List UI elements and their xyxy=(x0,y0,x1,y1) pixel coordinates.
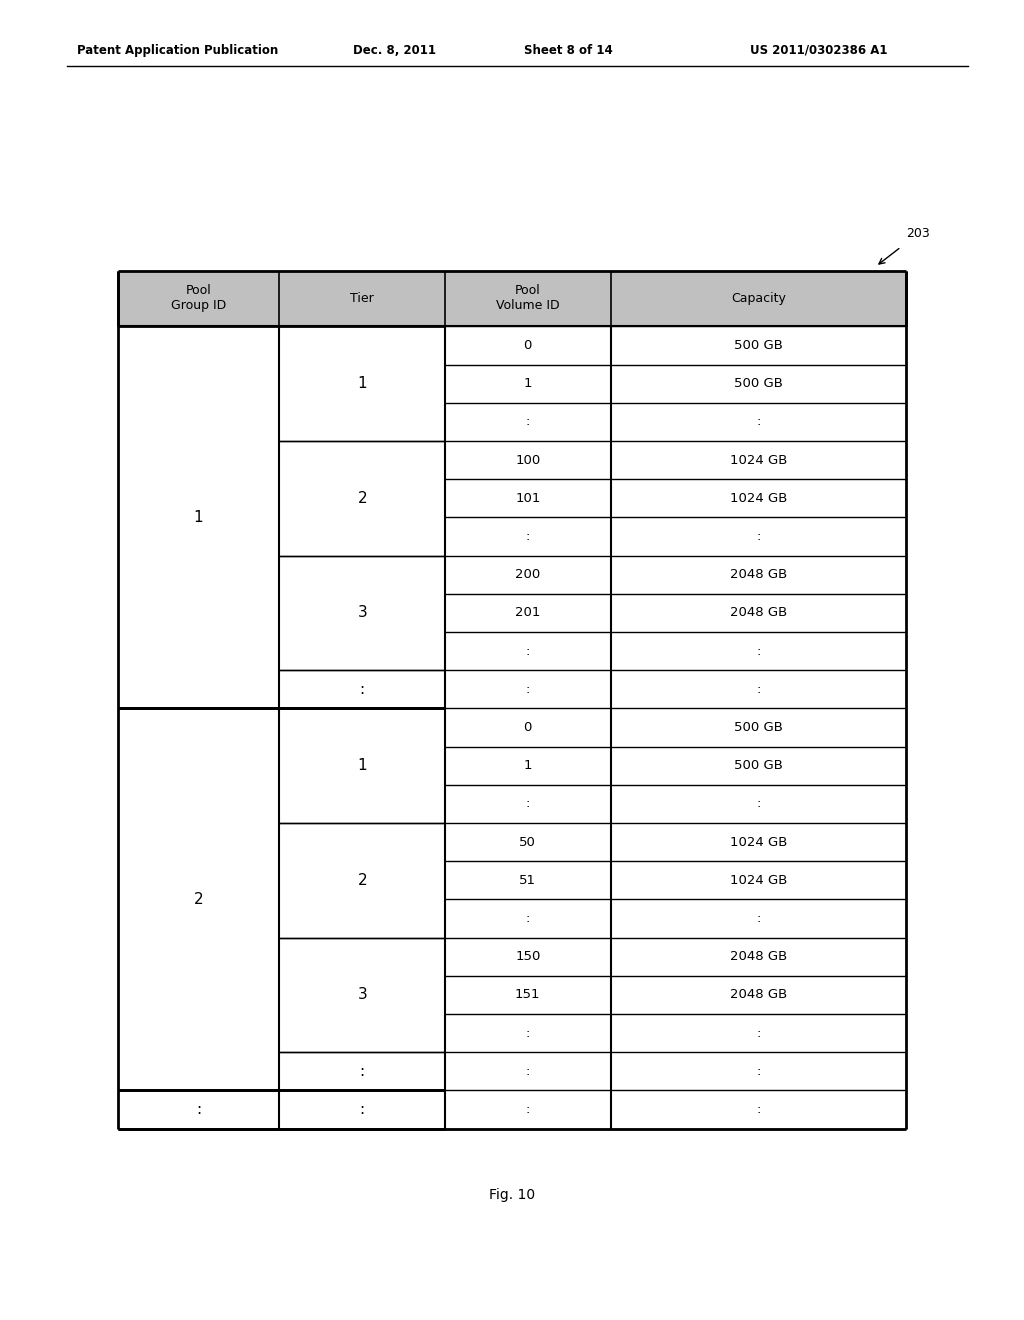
Text: :: : xyxy=(756,1027,761,1040)
Text: :: : xyxy=(756,912,761,925)
Text: 201: 201 xyxy=(515,606,541,619)
Text: 2: 2 xyxy=(357,491,367,506)
Text: 203: 203 xyxy=(906,227,930,240)
Text: 1: 1 xyxy=(357,376,367,391)
Text: :: : xyxy=(359,1102,365,1117)
Text: 50: 50 xyxy=(519,836,537,849)
Text: :: : xyxy=(525,529,530,543)
Text: :: : xyxy=(756,416,761,429)
Text: 2: 2 xyxy=(357,873,367,888)
Text: Tier: Tier xyxy=(350,292,374,305)
Text: :: : xyxy=(756,1065,761,1078)
Text: 2: 2 xyxy=(194,892,204,907)
Text: 1024 GB: 1024 GB xyxy=(730,836,787,849)
Text: Patent Application Publication: Patent Application Publication xyxy=(77,44,279,57)
Text: :: : xyxy=(525,797,530,810)
Text: 1: 1 xyxy=(194,510,204,525)
Text: :: : xyxy=(525,1104,530,1115)
Text: 500 GB: 500 GB xyxy=(734,759,782,772)
Text: 500 GB: 500 GB xyxy=(734,339,782,352)
Text: 3: 3 xyxy=(357,606,367,620)
Text: 1: 1 xyxy=(523,378,532,391)
Text: :: : xyxy=(525,644,530,657)
Text: Pool
Group ID: Pool Group ID xyxy=(171,285,226,313)
Text: 3: 3 xyxy=(357,987,367,1002)
Text: Pool
Volume ID: Pool Volume ID xyxy=(496,285,559,313)
Text: 500 GB: 500 GB xyxy=(734,378,782,391)
Text: :: : xyxy=(756,644,761,657)
Text: 2048 GB: 2048 GB xyxy=(730,568,787,581)
Text: 2048 GB: 2048 GB xyxy=(730,606,787,619)
Text: 150: 150 xyxy=(515,950,541,964)
Text: 151: 151 xyxy=(515,989,541,1002)
Text: 1024 GB: 1024 GB xyxy=(730,454,787,466)
Text: 100: 100 xyxy=(515,454,541,466)
Text: Dec. 8, 2011: Dec. 8, 2011 xyxy=(352,44,436,57)
Text: 500 GB: 500 GB xyxy=(734,721,782,734)
Text: :: : xyxy=(525,1027,530,1040)
Text: Fig. 10: Fig. 10 xyxy=(488,1188,536,1201)
Text: Capacity: Capacity xyxy=(731,292,785,305)
Text: :: : xyxy=(525,1065,530,1078)
Text: :: : xyxy=(359,1064,365,1078)
Text: 51: 51 xyxy=(519,874,537,887)
Text: 1: 1 xyxy=(357,758,367,774)
Text: 0: 0 xyxy=(523,721,531,734)
Text: 2048 GB: 2048 GB xyxy=(730,950,787,964)
Text: :: : xyxy=(756,529,761,543)
Text: Sheet 8 of 14: Sheet 8 of 14 xyxy=(524,44,612,57)
Text: 1024 GB: 1024 GB xyxy=(730,874,787,887)
Text: :: : xyxy=(359,682,365,697)
Text: 200: 200 xyxy=(515,568,541,581)
Text: :: : xyxy=(196,1102,201,1117)
Text: :: : xyxy=(525,416,530,429)
Text: 1: 1 xyxy=(523,759,532,772)
Text: :: : xyxy=(756,682,761,696)
Text: 1024 GB: 1024 GB xyxy=(730,492,787,504)
Text: :: : xyxy=(756,797,761,810)
Text: 2048 GB: 2048 GB xyxy=(730,989,787,1002)
Text: US 2011/0302386 A1: US 2011/0302386 A1 xyxy=(751,44,888,57)
Bar xyxy=(118,271,906,326)
Text: 101: 101 xyxy=(515,492,541,504)
Text: :: : xyxy=(756,1104,761,1115)
Text: 0: 0 xyxy=(523,339,531,352)
Text: :: : xyxy=(525,912,530,925)
Text: :: : xyxy=(525,682,530,696)
